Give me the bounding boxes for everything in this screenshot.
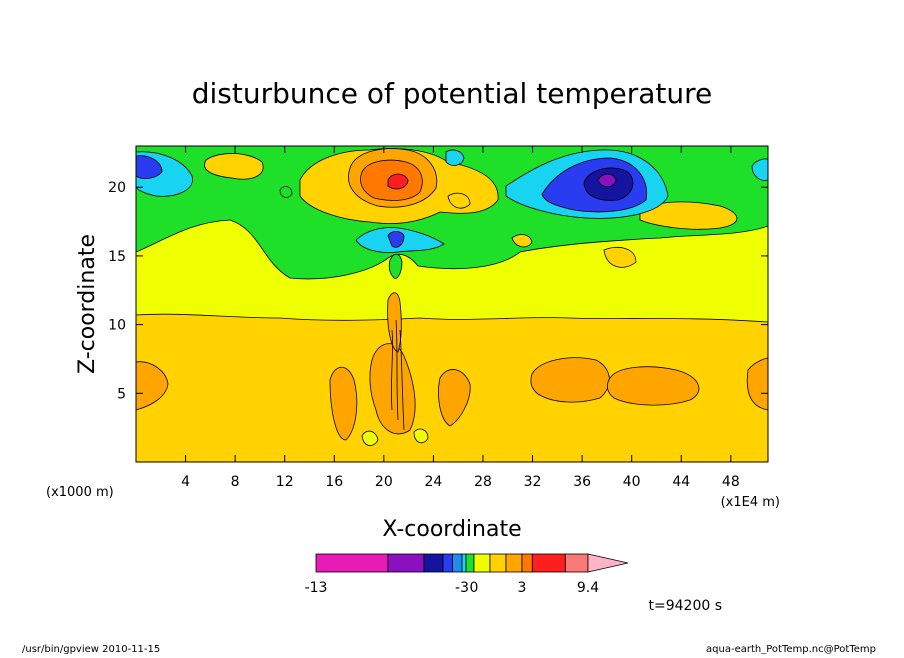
chart-title: disturbunce of potential temperature xyxy=(192,77,713,110)
patch-yellow-plume-bottom xyxy=(361,430,379,446)
patch-green-stem xyxy=(388,253,403,279)
x-axis: 4 8 12 16 20 24 28 32 36 40 44 48 xyxy=(181,146,740,490)
y-axis-label: Z-coordinate xyxy=(75,234,100,374)
colorbar-bin xyxy=(473,553,491,573)
x-tick-label: 8 xyxy=(231,474,240,490)
patch-orange-stem xyxy=(387,292,402,353)
patch-green-small xyxy=(279,186,293,198)
x-tick-label: 24 xyxy=(424,474,442,490)
patch-orange-right3 xyxy=(746,357,768,411)
patch-orange-plume-right xyxy=(438,369,471,427)
colorbar-label: -3 xyxy=(455,580,469,596)
colorbar-bin xyxy=(423,553,444,573)
y-tick-label: 5 xyxy=(117,386,126,402)
footer-left: /usr/bin/gpview 2010-11-15 xyxy=(22,644,160,654)
x-tick-label: 32 xyxy=(524,474,542,490)
patch-yellow-right xyxy=(639,201,738,230)
x-tick-label: 12 xyxy=(276,474,294,490)
x-tick-label: 40 xyxy=(623,474,641,490)
colorbar-label: 3 xyxy=(518,580,527,596)
patch-blue-top-left xyxy=(136,155,163,180)
colorbar-bin xyxy=(564,553,589,573)
colorbar-bin xyxy=(465,553,475,573)
colorbar: -13 -3 0 3 9.4 xyxy=(305,553,629,596)
contour-lines-plume xyxy=(391,319,405,431)
x-tick-label: 44 xyxy=(672,474,690,490)
x-tick-label: 16 xyxy=(325,474,343,490)
colorbar-overflow-triangle xyxy=(587,553,629,573)
time-label: t=94200 s xyxy=(649,598,723,614)
colorbar-bin xyxy=(315,553,389,573)
colorbar-bin xyxy=(521,553,533,573)
patch-red-peak xyxy=(387,173,409,190)
patch-orange-right2 xyxy=(606,366,700,406)
patch-cyan-topmid xyxy=(445,149,465,166)
colorbar-bin xyxy=(387,553,425,573)
patch-purple-min xyxy=(597,173,617,188)
colorbar-bin xyxy=(531,553,566,573)
x-tick-label: 36 xyxy=(573,474,591,490)
x-tick-label: 20 xyxy=(375,474,393,490)
colorbar-bin xyxy=(461,553,467,573)
patch-yellow-top-left xyxy=(204,153,264,180)
patch-blue-center xyxy=(387,231,405,248)
colorbar-bin xyxy=(489,553,507,573)
colorbar-label: 0 xyxy=(470,580,479,596)
x-tick-label: 28 xyxy=(474,474,492,490)
plot-frame xyxy=(135,145,769,463)
y-axis: 5 10 15 20 xyxy=(108,180,768,402)
patch-cyan-topright xyxy=(751,158,768,181)
colorbar-bin xyxy=(505,553,523,573)
y-tick-label: 15 xyxy=(108,249,126,265)
patch-orange-left xyxy=(136,361,169,411)
patch-yellow-plume-bottom-2 xyxy=(413,428,429,444)
x-unit-right: (x1E4 m) xyxy=(721,495,780,510)
plot-area xyxy=(136,146,768,462)
y-tick-label: 10 xyxy=(108,318,126,334)
colorbar-bin xyxy=(442,553,453,573)
x-unit-left: (x1000 m) xyxy=(46,485,114,500)
y-tick-label: 20 xyxy=(108,180,126,196)
colorbar-label: -13 xyxy=(305,580,328,596)
colorbar-bin xyxy=(452,553,463,573)
x-tick-label: 48 xyxy=(722,474,740,490)
footer-right: aqua-earth_PotTemp.nc@PotTemp xyxy=(706,644,876,654)
x-tick-label: 4 xyxy=(181,474,190,490)
x-axis-label: X-coordinate xyxy=(382,517,521,542)
patch-yellow-small-2 xyxy=(603,246,637,268)
colorbar-label: 9.4 xyxy=(577,580,599,596)
patch-yellow-small-3 xyxy=(447,192,471,209)
patch-orange-plume-left xyxy=(329,366,358,441)
patch-orange-right1 xyxy=(530,357,610,403)
patch-yellow-small xyxy=(511,234,533,248)
